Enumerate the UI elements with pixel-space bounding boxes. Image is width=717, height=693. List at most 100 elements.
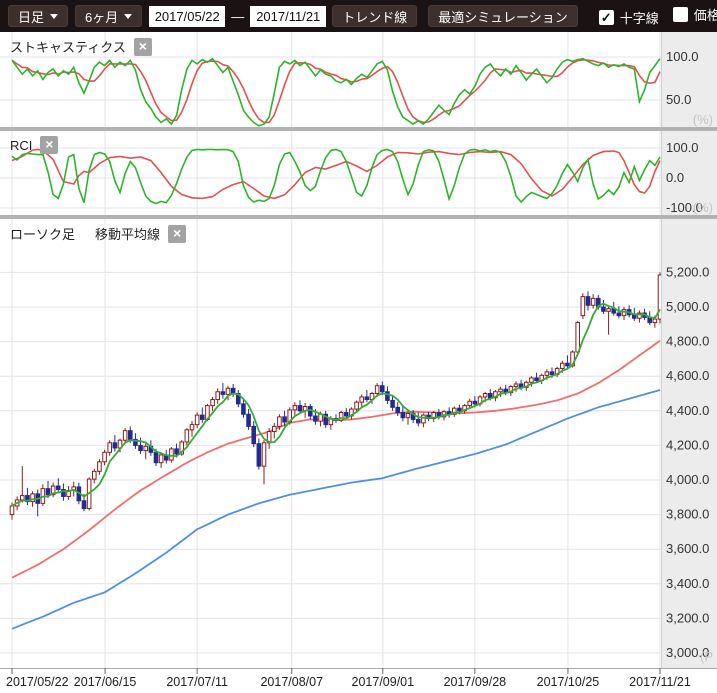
y-axis-label: 3,400.0 [666,576,709,591]
candle-body [391,400,395,407]
stochastics-panel: 100.0 50.0(%) ストキャスティクス × [0,32,717,127]
stochastics-close-button[interactable]: × [134,38,152,56]
candle-body [128,431,132,440]
candle-body [483,394,487,397]
candle-body [550,372,554,375]
chevron-down-icon [124,14,132,19]
candle-body [175,449,179,454]
candle-body [406,413,410,417]
date-from-input[interactable] [149,6,225,27]
x-axis-date-label: 2017/09/01 [352,675,415,689]
candle-body [139,445,143,450]
y-axis-label: 4,200.0 [666,437,709,452]
candle-body [653,319,657,322]
axis-unit-label: (%) [693,112,713,127]
checkbox[interactable] [673,7,688,22]
candle-body [632,315,636,318]
candle-body [514,384,518,387]
candle-body [221,392,225,395]
toolbar: 日足 6ヶ月 — トレンド線 最適シミュレーション ✓十字線価格帯シミュレー [0,0,717,32]
date-to-input[interactable] [250,6,326,27]
moving-average-close-button[interactable]: × [168,225,186,243]
x-axis-strip: 2017/05/222017/06/152017/07/112017/08/07… [0,668,717,693]
candlestick-panel: 5,200.05,000.04,800.04,600.04,400.04,200… [0,219,717,668]
candle-body [185,430,189,442]
ma-long-blue [12,390,660,629]
candle-body [226,388,230,394]
candle-body [566,363,570,366]
rci-chart[interactable]: 100.00.0-100.0(%) [0,131,717,215]
panel-divider[interactable] [0,127,717,131]
y-axis-label: 3,600.0 [666,541,709,556]
candle-body [380,386,384,392]
candle-body [473,401,477,404]
candlestick-title: ローソク足 [10,224,75,243]
y-axis-label: 4,800.0 [666,334,709,349]
candle-body [103,452,107,462]
candle-body [20,496,24,500]
candle-body [560,363,564,368]
y-axis-label: 50.0 [666,92,691,107]
candle-body [499,389,503,392]
interval-select[interactable]: 日足 [8,5,68,27]
candle-body [530,378,534,382]
chevron-down-icon [50,14,58,19]
candle-body [283,417,287,422]
checkbox-label: 十字線 [620,8,659,27]
candle-body [581,297,585,316]
rci-close-button[interactable]: × [40,136,58,154]
candle-body [468,401,472,405]
y-axis-label: 4,000.0 [666,472,709,487]
y-axis-label: 5,000.0 [666,299,709,314]
candle-body [576,323,580,352]
y-axis-label: 3,800.0 [666,507,709,522]
candle-body [396,407,400,412]
candle-body [200,415,204,419]
axis-unit-label: (%) [693,200,713,215]
stochastics-title: ストキャスティクス [10,37,126,56]
y-axis-label: 100.0 [666,140,699,155]
y-axis-label: 5,200.0 [666,264,709,279]
candle-body [211,400,215,406]
x-axis-date-label: 2017/11/21 [629,675,691,689]
candle-body [607,309,611,312]
moving-averages-group [12,341,660,629]
candle-body [170,449,174,460]
checkbox[interactable]: ✓ [599,10,614,25]
candle-body [591,298,595,305]
candle-body [252,426,256,443]
y-axis-label: 4,400.0 [666,403,709,418]
candle-body [458,408,462,411]
candle-body [360,397,364,402]
rci-title: RCI [10,138,32,153]
x-axis-date-label: 2017/08/07 [260,675,323,689]
range-select[interactable]: 6ヶ月 [75,5,142,27]
trendline-button[interactable]: トレンド線 [332,5,417,27]
candle-body [190,425,194,430]
checkbox-label: 価格帯 [694,5,717,24]
candle-body [355,402,359,409]
candle-body [617,313,621,316]
x-axis-date-label: 2017/09/28 [444,675,507,689]
percent-K-line [12,59,660,126]
candle-body [314,416,318,421]
candle-body [365,397,369,400]
candlestick-chart[interactable]: 5,200.05,000.04,800.04,600.04,400.04,200… [0,219,717,668]
candle-body [401,413,405,418]
moving-average-title: 移動平均線 [95,224,160,243]
toolbar-checkbox-group: 価格帯 [673,5,717,24]
x-axis-date-label: 2017/10/25 [537,675,600,689]
percent-D-line [12,60,660,123]
simulation-button[interactable]: 最適シミュレーション [428,5,577,27]
candle-body [242,404,246,414]
candle-body [98,462,102,472]
y-axis-label: 100.0 [666,49,699,64]
panel-divider[interactable] [0,215,717,219]
candle-body [272,426,276,431]
y-axis-label: 0.0 [666,170,684,185]
toolbar-checkbox-group: ✓ 十字線 [599,8,659,27]
candle-body [422,415,426,423]
toolbar-checkbox-group: ✓十字線価格帯シミュレー [585,5,717,28]
candle-body [92,471,96,479]
candle-body [46,489,50,495]
